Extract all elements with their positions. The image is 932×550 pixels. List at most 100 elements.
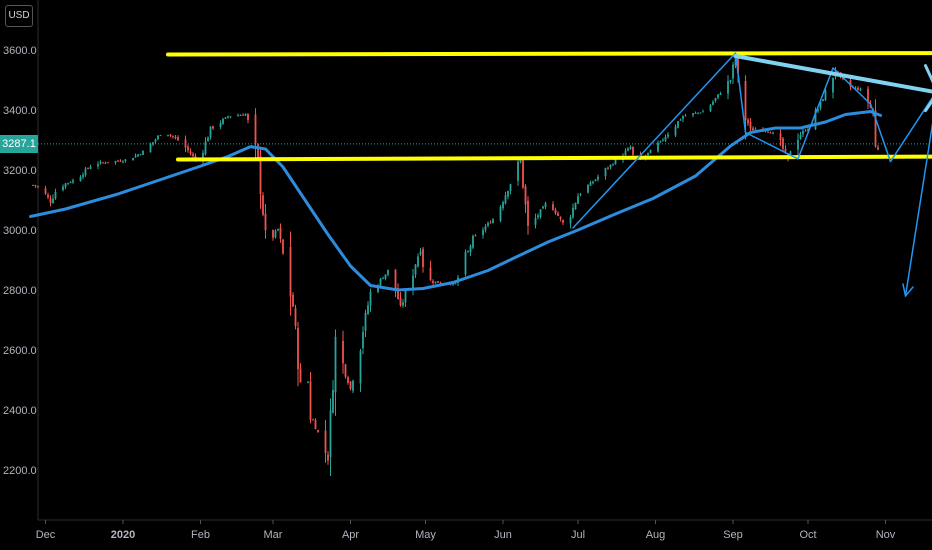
candle-body xyxy=(697,112,699,114)
candle-body xyxy=(122,161,124,163)
candle-body xyxy=(352,380,354,391)
candle-body xyxy=(254,114,257,144)
candle-body xyxy=(604,168,607,177)
candle-body xyxy=(732,64,734,79)
candle-body xyxy=(117,160,119,162)
candle-body xyxy=(517,161,519,181)
candle-body xyxy=(502,201,504,209)
candle-body xyxy=(434,281,437,284)
candle-body xyxy=(384,274,387,279)
candle-body xyxy=(469,245,472,253)
candle-body xyxy=(347,377,349,383)
candle-body xyxy=(877,147,879,150)
candle-body xyxy=(867,88,869,103)
time-tick-label: Sep xyxy=(723,529,743,541)
candle-body xyxy=(167,134,169,136)
candle-body xyxy=(314,420,317,430)
candle-body xyxy=(132,158,134,161)
candle-body xyxy=(124,159,127,161)
candle-body xyxy=(737,55,739,74)
candle-body xyxy=(114,161,117,163)
candle-body xyxy=(222,118,224,124)
candle-body xyxy=(822,99,824,102)
candle-body xyxy=(54,191,57,199)
candle-body xyxy=(172,135,174,137)
candle-body xyxy=(537,215,539,218)
candle-body xyxy=(412,275,414,289)
candle-body xyxy=(259,155,262,195)
candle-body xyxy=(632,146,634,155)
candle-body xyxy=(562,220,564,223)
candle-body xyxy=(682,116,684,120)
candle-body xyxy=(72,180,74,183)
candle-body xyxy=(257,144,259,159)
candle-body xyxy=(587,185,589,193)
candle-body xyxy=(239,114,242,116)
candle-body xyxy=(149,144,152,153)
candle-body xyxy=(99,161,102,164)
candle-body xyxy=(137,154,139,157)
candle-body xyxy=(714,98,717,101)
time-axis[interactable]: Dec2020FebMarAprMayJunJulAugSepOctNovDec xyxy=(36,520,932,541)
price-axis[interactable]: 2200.0 2400.0 2600.0 2800.0 3000.0 3200.0 3400… xyxy=(3,45,37,477)
candle-body xyxy=(597,176,599,180)
candle-body xyxy=(247,114,249,121)
candle-body xyxy=(209,126,212,138)
candle-body xyxy=(692,113,694,116)
candle-body xyxy=(387,269,389,275)
trend-line xyxy=(733,54,932,94)
price-tick-label: 2400.0 xyxy=(3,405,37,417)
candle-body xyxy=(212,126,214,129)
candle-body xyxy=(324,430,327,454)
candle-body xyxy=(589,182,592,186)
candle-body xyxy=(874,110,877,147)
resistance-line xyxy=(166,51,932,57)
candle-body xyxy=(422,248,424,268)
candle-body xyxy=(142,150,144,155)
candle-body xyxy=(309,381,312,420)
candle-body xyxy=(89,166,92,169)
candle-body xyxy=(467,251,469,253)
candle-body xyxy=(577,196,579,204)
candle-body xyxy=(52,198,54,204)
candle-body xyxy=(507,191,509,197)
candle-body xyxy=(419,251,422,255)
candle-body xyxy=(747,119,749,124)
candle-body xyxy=(699,112,702,114)
candle-body xyxy=(377,286,379,292)
candle-body xyxy=(69,182,72,184)
candle-body xyxy=(219,123,222,128)
candle-body xyxy=(557,213,559,216)
candle-body xyxy=(492,219,494,224)
candle-body xyxy=(662,139,664,141)
candle-body xyxy=(169,134,172,136)
candle-body xyxy=(227,116,229,118)
candle-body xyxy=(752,128,754,131)
candle-body xyxy=(712,101,714,105)
candle-body xyxy=(772,132,774,134)
candle-body xyxy=(437,281,439,283)
drawing-layer[interactable] xyxy=(38,51,932,297)
candle-body xyxy=(174,136,177,139)
candle-body xyxy=(332,389,334,413)
support-line xyxy=(176,154,932,162)
candle-body xyxy=(832,77,834,93)
candle-body xyxy=(359,350,362,384)
candle-body xyxy=(674,126,677,136)
candle-body xyxy=(402,302,404,306)
candle-body xyxy=(334,336,337,393)
candle-body xyxy=(504,195,507,204)
candle-body xyxy=(237,115,239,117)
time-tick-label: Mar xyxy=(264,529,283,541)
candle-body xyxy=(244,114,247,116)
time-tick-label: Nov xyxy=(876,529,896,541)
time-tick-label: Dec xyxy=(36,529,56,541)
candle-body xyxy=(474,235,477,237)
candle-body xyxy=(814,110,817,130)
candle-body xyxy=(649,149,652,154)
candle-body xyxy=(592,181,594,184)
candle-body xyxy=(779,133,782,140)
currency-label[interactable]: USD xyxy=(5,5,33,27)
candle-body xyxy=(594,179,597,181)
